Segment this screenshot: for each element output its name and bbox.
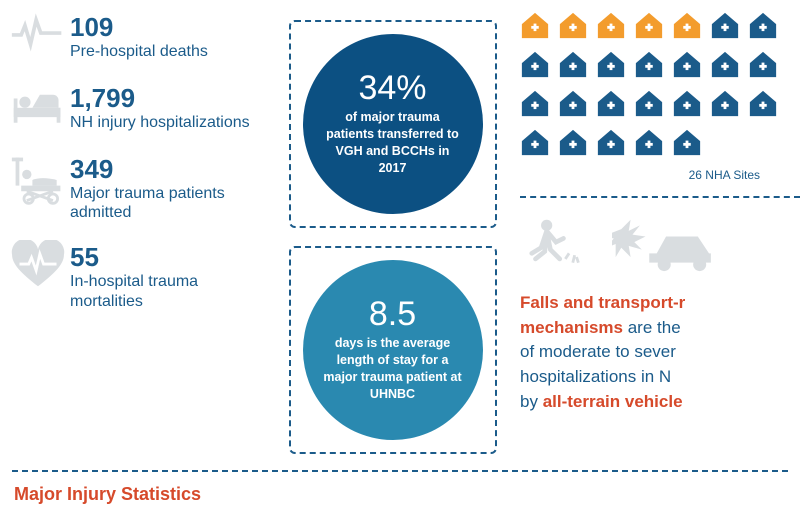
house-icon — [558, 88, 590, 123]
house-icon — [558, 127, 590, 162]
stat-label: Major trauma patients admitted — [70, 184, 260, 222]
house-icon — [748, 88, 780, 123]
house-icon — [520, 127, 552, 162]
house-icon — [634, 49, 666, 84]
house-grid — [520, 10, 800, 162]
stat-circle-transferred: 34% of major trauma patients transferred… — [303, 34, 483, 214]
circle-text: days is the average length of stay for a… — [321, 335, 465, 403]
house-icon — [634, 127, 666, 162]
stat-value: 55 — [70, 244, 260, 270]
heartbeat-icon — [10, 10, 70, 63]
stat-label: Pre-hospital deaths — [70, 42, 208, 61]
house-icon — [672, 88, 704, 123]
house-icon — [634, 10, 666, 45]
house-icon — [596, 49, 628, 84]
stretcher-icon — [10, 152, 70, 213]
house-icon — [748, 49, 780, 84]
txt-1: are the — [623, 318, 681, 337]
section-title: Major Injury Statistics — [0, 472, 800, 505]
house-icon — [710, 49, 742, 84]
stat-mortalities: 55 In-hospital trauma mortalities — [10, 240, 260, 310]
house-icon — [672, 10, 704, 45]
house-icon — [558, 49, 590, 84]
txt-3: hospitalizations in N — [520, 367, 671, 386]
stats-column: 109 Pre-hospital deaths 1,799 NH injury … — [10, 10, 275, 470]
car-crash-icon — [612, 216, 722, 277]
house-icon — [520, 10, 552, 45]
house-icon — [710, 88, 742, 123]
stat-admitted: 349 Major trauma patients admitted — [10, 152, 260, 222]
stat-hospitalizations: 1,799 NH injury hospitalizations — [10, 81, 260, 134]
house-icon — [558, 10, 590, 45]
house-caption: 26 NHA Sites — [520, 168, 800, 182]
circles-column: 34% of major trauma patients transferred… — [275, 10, 510, 470]
house-icon — [520, 49, 552, 84]
stat-prehospital: 109 Pre-hospital deaths — [10, 10, 260, 63]
stat-value: 349 — [70, 156, 260, 182]
house-icon — [672, 127, 704, 162]
mechanism-icons — [520, 216, 800, 277]
circle-text: of major trauma patients transferred to … — [321, 109, 465, 177]
txt-4: by — [520, 392, 543, 411]
txt-2: of moderate to sever — [520, 342, 676, 361]
house-icon — [710, 10, 742, 45]
house-icon — [748, 10, 780, 45]
accent-2: mechanisms — [520, 318, 623, 337]
stat-circle-los: 8.5 days is the average length of stay f… — [303, 260, 483, 440]
accent-1: Falls and transport-r — [520, 293, 685, 312]
house-icon — [596, 127, 628, 162]
divider — [520, 196, 800, 198]
heart-pulse-icon — [10, 240, 70, 295]
accent-3: all-terrain vehicle — [543, 392, 683, 411]
house-icon — [596, 88, 628, 123]
stat-value: 1,799 — [70, 85, 250, 111]
fall-icon — [528, 216, 584, 277]
stat-label: NH injury hospitalizations — [70, 113, 250, 132]
house-icon — [634, 88, 666, 123]
house-icon — [672, 49, 704, 84]
house-icon — [520, 88, 552, 123]
circle-box-1: 34% of major trauma patients transferred… — [289, 20, 497, 228]
right-column: 26 NHA Sites Falls and transport-r mecha… — [510, 10, 800, 470]
circle-value: 8.5 — [369, 297, 416, 331]
circle-box-2: 8.5 days is the average length of stay f… — [289, 246, 497, 454]
circle-value: 34% — [358, 71, 426, 105]
stat-value: 109 — [70, 14, 208, 40]
stat-label: In-hospital trauma mortalities — [70, 272, 260, 310]
house-icon — [596, 10, 628, 45]
bed-icon — [10, 81, 70, 134]
falls-text: Falls and transport-r mechanisms are the… — [520, 291, 800, 414]
